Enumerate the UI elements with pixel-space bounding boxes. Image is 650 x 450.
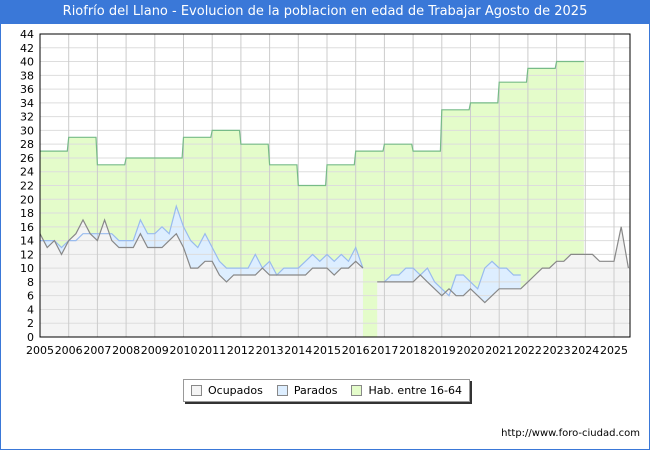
x-tick-label: 2021: [485, 344, 513, 357]
y-tick-label: 30: [20, 124, 34, 137]
y-tick-label: 26: [20, 152, 34, 165]
x-tick-label: 2016: [342, 344, 370, 357]
x-tick-label: 2015: [313, 344, 341, 357]
legend-item-ocupados: Ocupados: [190, 384, 263, 397]
legend-swatch: [276, 385, 288, 396]
y-tick-label: 16: [20, 221, 34, 234]
y-tick-label: 32: [20, 111, 34, 124]
x-tick-label: 2008: [112, 344, 140, 357]
line-ocupados: [39, 218, 364, 283]
y-tick-label: 22: [20, 180, 34, 193]
legend-label: Ocupados: [207, 384, 263, 397]
y-tick-label: 38: [20, 69, 34, 82]
chart-title: Riofrío del Llano - Evolucion de la pobl…: [0, 0, 650, 24]
x-tick-label: 2024: [571, 344, 599, 357]
y-tick-label: 6: [27, 290, 34, 303]
y-tick-label: 8: [27, 276, 34, 289]
x-tick-label: 2019: [428, 344, 456, 357]
x-tick-label: 2011: [198, 344, 226, 357]
y-tick-label: 20: [20, 193, 34, 206]
x-tick-label: 2006: [55, 344, 83, 357]
y-tick-label: 2: [27, 317, 34, 330]
y-tick-label: 14: [20, 235, 34, 248]
x-tick-label: 2010: [170, 344, 198, 357]
line-parados: [383, 260, 521, 297]
legend-label: Hab. entre 16-64: [368, 384, 462, 397]
y-tick-label: 36: [20, 83, 34, 96]
x-tick-label: 2022: [514, 344, 542, 357]
y-tick-label: 28: [20, 138, 34, 151]
y-tick-label: 4: [27, 303, 34, 316]
x-tick-label: 2023: [543, 344, 571, 357]
x-tick-label: 2017: [370, 344, 398, 357]
y-tick-label: 12: [20, 248, 34, 261]
y-tick-label: 34: [20, 97, 34, 110]
y-tick-label: 24: [20, 166, 34, 179]
legend-item-hab: Hab. entre 16-64: [351, 384, 462, 397]
legend-swatch: [190, 385, 202, 396]
x-tick-label: 2025: [600, 344, 628, 357]
x-tick-label: 2012: [227, 344, 255, 357]
y-tick-label: 0: [27, 331, 34, 344]
line-parados: [40, 204, 364, 276]
x-tick-label: 2013: [256, 344, 284, 357]
line-ocupados: [377, 226, 629, 304]
x-tick-label: 2007: [83, 344, 111, 357]
area-ocupados: [40, 219, 363, 337]
x-tick-label: 2018: [399, 344, 427, 357]
y-tick-label: 40: [20, 56, 34, 69]
x-tick-label: 2014: [284, 344, 312, 357]
legend: Ocupados Parados Hab. entre 16-64: [183, 379, 470, 402]
legend-item-parados: Parados: [276, 384, 338, 397]
x-tick-label: 2020: [457, 344, 485, 357]
source-url[interactable]: http://www.foro-ciudad.com: [501, 428, 640, 439]
y-tick-label: 44: [20, 28, 34, 41]
plot-border: [39, 33, 631, 338]
x-tick-label: 2009: [141, 344, 169, 357]
y-tick-label: 18: [20, 207, 34, 220]
line-hab-entre-: [40, 60, 584, 187]
legend-swatch: [351, 385, 363, 396]
legend-label: Parados: [293, 384, 338, 397]
y-tick-label: 10: [20, 262, 34, 275]
y-tick-label: 42: [20, 42, 34, 55]
x-tick-label: 2005: [26, 344, 54, 357]
